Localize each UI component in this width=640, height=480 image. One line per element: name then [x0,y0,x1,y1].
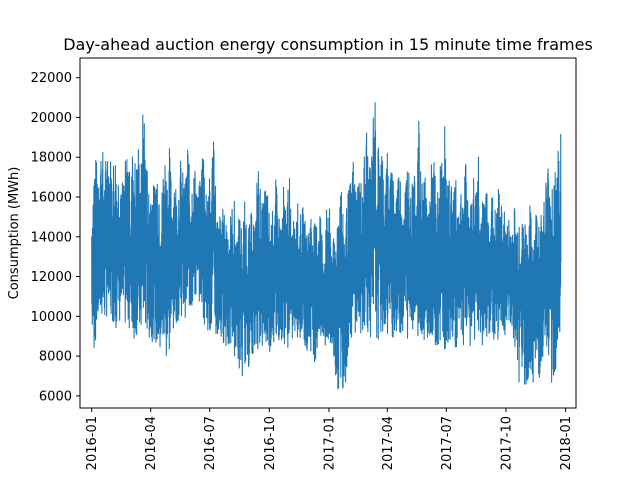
y-tick-label: 22000 [31,71,72,86]
chart-title: Day-ahead auction energy consumption in … [63,35,593,54]
plot-area [91,102,562,390]
y-tick-label: 12000 [31,270,72,285]
y-axis-label: Consumption (MWh) [7,167,22,300]
x-tick-label: 2016-07 [203,416,218,470]
x-tick-label: 2016-04 [144,416,159,470]
y-tick-label: 18000 [31,151,72,166]
x-tick-label: 2017-07 [440,416,455,470]
x-tick-label: 2016-01 [85,416,100,470]
y-axis: 6000 8000 10000 12000 14000 16000 18000 20000 22… [31,71,80,404]
x-axis: 2016-01 2016-04 2016-07 2016-10 2017-01 2017-… [85,408,574,470]
y-tick-label: 6000 [39,389,72,404]
x-tick-label: 2018-01 [559,416,574,470]
y-tick-label: 8000 [39,350,72,365]
x-tick-label: 2017-01 [322,416,337,470]
x-tick-label: 2016-10 [263,416,278,470]
axes-frame [79,57,577,409]
y-tick-label: 20000 [31,111,72,126]
y-tick-label: 16000 [31,191,72,206]
x-tick-label: 2017-10 [499,416,514,470]
y-tick-label: 10000 [31,310,72,325]
y-tick-label: 14000 [31,230,72,245]
series-line [91,102,562,390]
x-tick-label: 2017-04 [381,416,396,470]
